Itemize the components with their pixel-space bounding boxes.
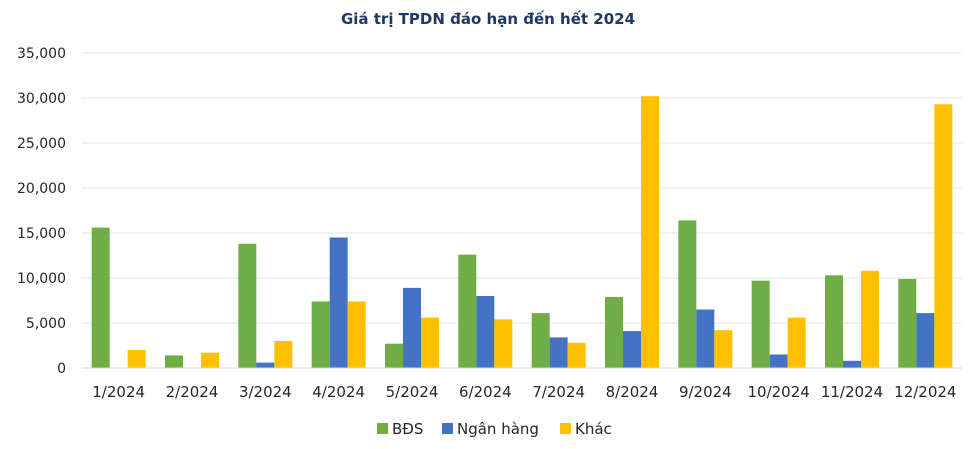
y-tick-label: 10,000 bbox=[17, 271, 66, 287]
bar-ngan-hang bbox=[476, 296, 495, 368]
bar-ngan-hang bbox=[696, 309, 715, 368]
bar-bds bbox=[898, 278, 917, 368]
bar-khac bbox=[861, 270, 879, 368]
chart-title: Giá trị TPDN đáo hạn đến hết 2024 bbox=[341, 9, 635, 28]
bar-bds bbox=[91, 227, 110, 368]
bar-ngan-hang bbox=[769, 354, 788, 368]
y-tick-label: 0 bbox=[57, 361, 66, 377]
x-tick-label: 9/2024 bbox=[679, 383, 732, 401]
bar-bds bbox=[678, 220, 697, 368]
x-tick-label: 4/2024 bbox=[312, 383, 365, 401]
bar-khac bbox=[494, 319, 513, 368]
y-tick-label: 20,000 bbox=[17, 181, 66, 197]
bar-bds bbox=[311, 301, 330, 368]
bar-bds bbox=[825, 275, 843, 368]
bar-ngan-hang bbox=[403, 287, 421, 368]
x-tick-label: 11/2024 bbox=[821, 383, 883, 401]
bar-khac bbox=[567, 342, 586, 368]
bar-khac bbox=[934, 104, 953, 369]
x-tick-label: 5/2024 bbox=[386, 383, 439, 401]
x-tick-label: 8/2024 bbox=[606, 383, 659, 401]
y-tick-label: 35,000 bbox=[17, 46, 66, 62]
bar-khac bbox=[714, 330, 733, 368]
bar-bds bbox=[531, 313, 550, 368]
y-axis-ticks: 0 5,000 10,000 15,000 20,000 25,000 30,000 35,0… bbox=[17, 46, 66, 377]
x-tick-label: 7/2024 bbox=[532, 383, 585, 401]
bar-bds bbox=[385, 343, 403, 368]
bar-ngan-hang bbox=[623, 331, 641, 368]
grid-lines bbox=[82, 52, 962, 324]
bar-bds bbox=[751, 280, 770, 368]
x-tick-label: 2/2024 bbox=[166, 383, 219, 401]
x-tick-label: 1/2024 bbox=[92, 383, 145, 401]
y-tick-label: 15,000 bbox=[17, 226, 66, 242]
bar-bds bbox=[165, 355, 183, 368]
legend-swatch bbox=[442, 423, 453, 434]
y-tick-label: 5,000 bbox=[26, 316, 66, 332]
bar-bds bbox=[238, 243, 257, 368]
bar-ngan-hang bbox=[916, 313, 935, 368]
x-axis-ticks: 1/2024 2/2024 3/2024 4/2024 5/2024 6/2024 7/20… bbox=[92, 383, 956, 401]
legend-label: BĐS bbox=[392, 420, 423, 438]
x-tick-label: 6/2024 bbox=[459, 383, 512, 401]
bar-ngan-hang bbox=[329, 237, 348, 368]
bars bbox=[91, 96, 953, 369]
bar-bds bbox=[605, 296, 623, 368]
x-tick-label: 12/2024 bbox=[894, 383, 956, 401]
bar-khac bbox=[127, 350, 146, 368]
legend-swatch bbox=[377, 423, 388, 434]
y-tick-label: 25,000 bbox=[17, 136, 66, 152]
bar-ngan-hang bbox=[256, 362, 275, 368]
bar-bds bbox=[458, 254, 477, 368]
legend: BĐS Ngân hàng Khác bbox=[377, 420, 612, 438]
bar-khac bbox=[274, 341, 293, 368]
legend-label: Ngân hàng bbox=[457, 420, 539, 438]
bar-khac bbox=[787, 317, 806, 368]
y-tick-label: 30,000 bbox=[17, 91, 66, 107]
legend-swatch bbox=[560, 423, 571, 434]
bar-khac bbox=[641, 96, 659, 368]
x-tick-label: 10/2024 bbox=[748, 383, 810, 401]
legend-label: Khác bbox=[575, 420, 612, 438]
x-tick-label: 3/2024 bbox=[239, 383, 292, 401]
bar-ngan-hang bbox=[549, 337, 568, 368]
bar-khac bbox=[347, 301, 366, 368]
bar-khac bbox=[201, 352, 219, 368]
bar-ngan-hang bbox=[843, 360, 861, 368]
bar-khac bbox=[421, 317, 439, 368]
